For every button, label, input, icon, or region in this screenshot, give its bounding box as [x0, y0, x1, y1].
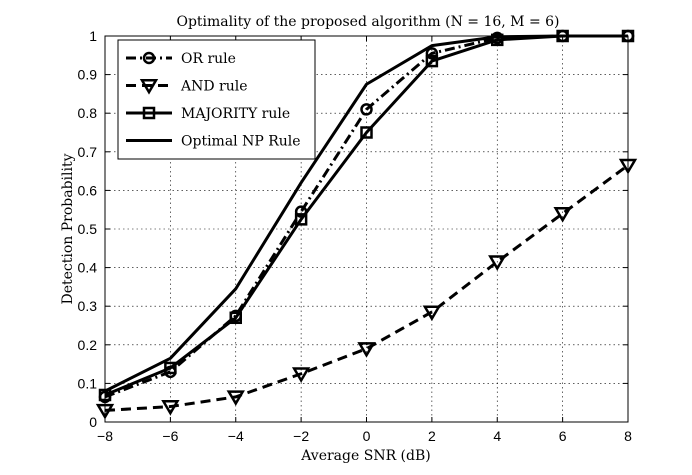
and-rule-point [291, 367, 311, 383]
y-axis-label: Detection Probability [60, 153, 76, 304]
chart-title: Optimality of the proposed algorithm (N … [176, 14, 559, 30]
legend-swatch-marker [139, 79, 159, 95]
x-axis-label: Average SNR (dB) [300, 448, 430, 464]
majority-rule-point [491, 33, 504, 47]
legend-item-majority-rule: MAJORITY rule [126, 106, 290, 122]
legend-label: AND rule [180, 79, 248, 95]
optimal-np-rule-line [104, 34, 628, 393]
majority-rule-point [229, 311, 242, 325]
legend-item-or-rule: OR rule [126, 51, 236, 67]
y-tick-label: 0.3 [78, 298, 98, 314]
x-tick-label: 6 [559, 428, 567, 444]
x-tick-label: 8 [624, 428, 632, 444]
or-rule-point [425, 47, 439, 60]
majority-rule-point [425, 54, 439, 68]
and-rule-point [488, 255, 507, 271]
series-lines [95, 29, 638, 420]
legend-item-optimal-np-rule: Optimal NP Rule [126, 134, 301, 150]
and-rule-point [161, 400, 180, 416]
y-tick-label: 0.8 [78, 105, 98, 121]
series-optimal-np-rule [104, 34, 628, 393]
y-tick-label: 0.5 [78, 221, 98, 237]
legend-label: OR rule [181, 51, 236, 67]
x-tick-label: −4 [228, 428, 244, 444]
majority-rule-point [294, 213, 308, 226]
y-tick-label: 0.2 [78, 337, 98, 353]
and-rule-point [553, 207, 572, 223]
and-rule-point [618, 158, 638, 175]
y-tick-label: 0.4 [78, 260, 98, 276]
y-tick-label: 0.9 [78, 67, 98, 83]
legend-item-and-rule: AND rule [126, 79, 248, 95]
x-tick-label: 0 [363, 428, 371, 444]
y-tick-label: 0.1 [78, 375, 98, 391]
y-tick-label: 0 [89, 414, 97, 430]
x-tick-label: −2 [293, 428, 309, 444]
axis-ticks: −8 −6 −4 −2 0 2 4 6 8 0 0.1 0.2 0.3 0.4 0.5 0.6 0.7 0.8 0.… [78, 28, 633, 444]
and-rule-point [422, 305, 442, 322]
y-tick-label: 1 [89, 28, 97, 44]
and-rule-point [226, 390, 245, 407]
legend-label: Optimal NP Rule [181, 134, 301, 150]
majority-rule-point [360, 126, 373, 139]
or-rule-point [360, 103, 373, 116]
y-tick-label: 0.6 [78, 182, 98, 198]
x-tick-label: 4 [493, 428, 501, 444]
y-tick-label: 0.7 [78, 144, 98, 160]
and-rule-point [95, 403, 115, 420]
legend-swatch-marker [142, 51, 156, 65]
series-and-rule [95, 158, 638, 420]
x-tick-label: −8 [97, 428, 113, 444]
majority-rule-point [164, 361, 177, 375]
x-tick-label: −6 [162, 428, 178, 444]
and-rule-line [104, 164, 629, 412]
and-rule-point [357, 342, 376, 358]
x-tick-label: 2 [428, 428, 436, 444]
or-rule-line [104, 34, 628, 399]
legend: OR rule AND rule MAJORITY rule Optimal NP R… [117, 39, 316, 160]
legend-swatch-marker [142, 106, 156, 120]
legend-label: MAJORITY rule [181, 106, 290, 122]
